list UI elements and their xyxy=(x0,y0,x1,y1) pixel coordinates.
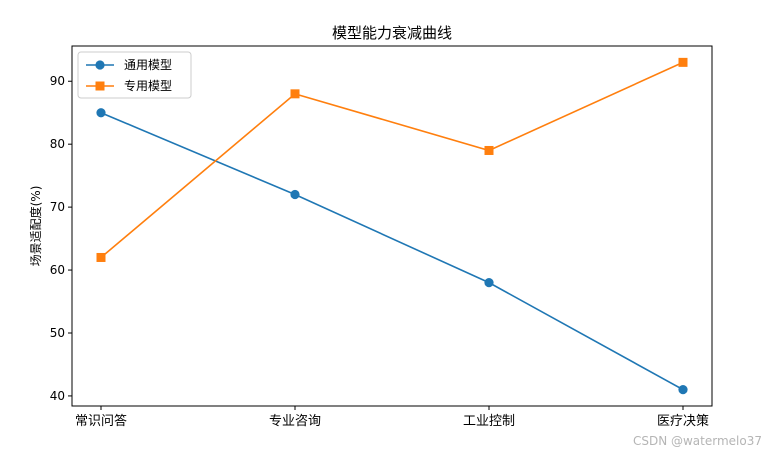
series-layer xyxy=(96,57,688,395)
y-axis: 40 50 60 70 80 90 xyxy=(50,74,72,403)
x-tick-label-1: 专业咨询 xyxy=(269,414,321,429)
legend-marker-0 xyxy=(95,60,105,70)
legend-label-1: 专用模型 xyxy=(124,78,172,93)
x-tick-label-3: 医疗决策 xyxy=(657,413,709,429)
series-1-point-3 xyxy=(678,57,688,67)
series-0-point-3 xyxy=(678,385,688,395)
y-tick-label-1: 50 xyxy=(50,326,65,340)
y-tick-label-2: 60 xyxy=(50,263,65,277)
series-1-point-1 xyxy=(290,89,300,99)
series-0-point-2 xyxy=(484,278,494,288)
y-tick-label-3: 70 xyxy=(50,200,65,214)
series-line-0 xyxy=(100,111,684,391)
plot-area xyxy=(71,45,713,407)
series-0-point-1 xyxy=(290,189,300,200)
series-line-1 xyxy=(100,61,684,259)
y-tick-label-5: 90 xyxy=(50,74,65,88)
legend-label-0: 通用模型 xyxy=(124,58,172,72)
y-axis-label: 场景适配度(%) xyxy=(28,186,43,267)
chart-title: 模型能力衰减曲线 xyxy=(332,24,452,42)
x-tick-label-0: 常识问答 xyxy=(75,413,127,429)
y-tick-label-0: 40 xyxy=(50,389,65,403)
series-1-point-2 xyxy=(484,145,494,155)
series-0-point-0 xyxy=(96,108,106,118)
series-1-point-0 xyxy=(96,252,106,262)
legend-marker-1 xyxy=(95,81,105,91)
watermark: CSDN @watermelo37 xyxy=(632,434,762,448)
x-axis: 常识问答 专业咨询 工业控制 医疗决策 xyxy=(75,406,709,429)
x-tick-label-2: 工业控制 xyxy=(463,414,515,429)
y-tick-label-4: 80 xyxy=(50,137,65,151)
